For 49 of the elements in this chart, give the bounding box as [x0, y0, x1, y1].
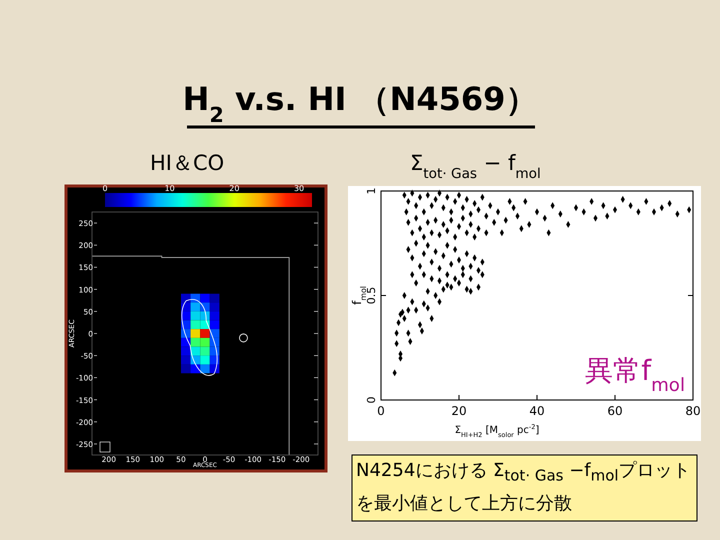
point — [180, 302, 191, 312]
point — [180, 356, 191, 364]
color-bar-label: 10 — [164, 184, 175, 193]
point — [190, 329, 200, 338]
point — [210, 338, 220, 347]
point — [190, 338, 200, 347]
point — [210, 356, 220, 364]
annotation: 異常f$_{mol}$ — [585, 354, 685, 396]
color-bar-label: 0 — [102, 184, 108, 193]
chart-title: Σ$_{tot· Gas}$ − f$_{mol}$ — [410, 151, 541, 182]
point — [200, 346, 210, 356]
text: N4254における Σ$_{tot· Gas}$ −f$_{mol}$プロットを最小値として上方に分散 — [356, 460, 691, 514]
point — [210, 294, 220, 303]
point — [180, 329, 191, 338]
point — [180, 294, 191, 303]
point — [180, 338, 191, 347]
point — [200, 311, 210, 320]
chart-subtitle: HI＆CO — [150, 151, 224, 175]
point — [180, 320, 191, 330]
chart-title: H$_{2}$ v.s. HI （N4569） — [182, 80, 538, 127]
point — [200, 356, 210, 364]
point — [200, 302, 210, 312]
point — [180, 364, 191, 374]
point — [190, 364, 200, 374]
point — [200, 329, 210, 338]
y-tick-label: 1 — [365, 188, 378, 194]
point — [180, 346, 191, 356]
point — [190, 311, 200, 320]
x-tick-label: 60 — [607, 404, 623, 418]
point — [210, 329, 220, 338]
x-tick-label: 20 — [451, 404, 467, 418]
x-tick-label: 80 — [685, 404, 701, 418]
y-tick-label: 0.5 — [365, 286, 378, 304]
color-bar-label: 20 — [229, 184, 240, 193]
point — [210, 364, 220, 374]
point — [210, 320, 220, 330]
point — [190, 302, 200, 312]
x-tick-label: 40 — [529, 404, 545, 418]
color-bar-label: 30 — [294, 184, 304, 193]
point — [210, 302, 220, 312]
point — [190, 356, 200, 364]
point — [190, 320, 200, 330]
point — [210, 311, 220, 320]
point — [200, 338, 210, 347]
point — [200, 364, 210, 374]
point — [200, 294, 210, 303]
y-tick-label: 0 — [365, 396, 378, 404]
x-axis-title: Σ$_{HI+H2}$ [M$_{solor}$ pc$^{-2}$] — [454, 423, 540, 439]
point — [200, 320, 210, 330]
